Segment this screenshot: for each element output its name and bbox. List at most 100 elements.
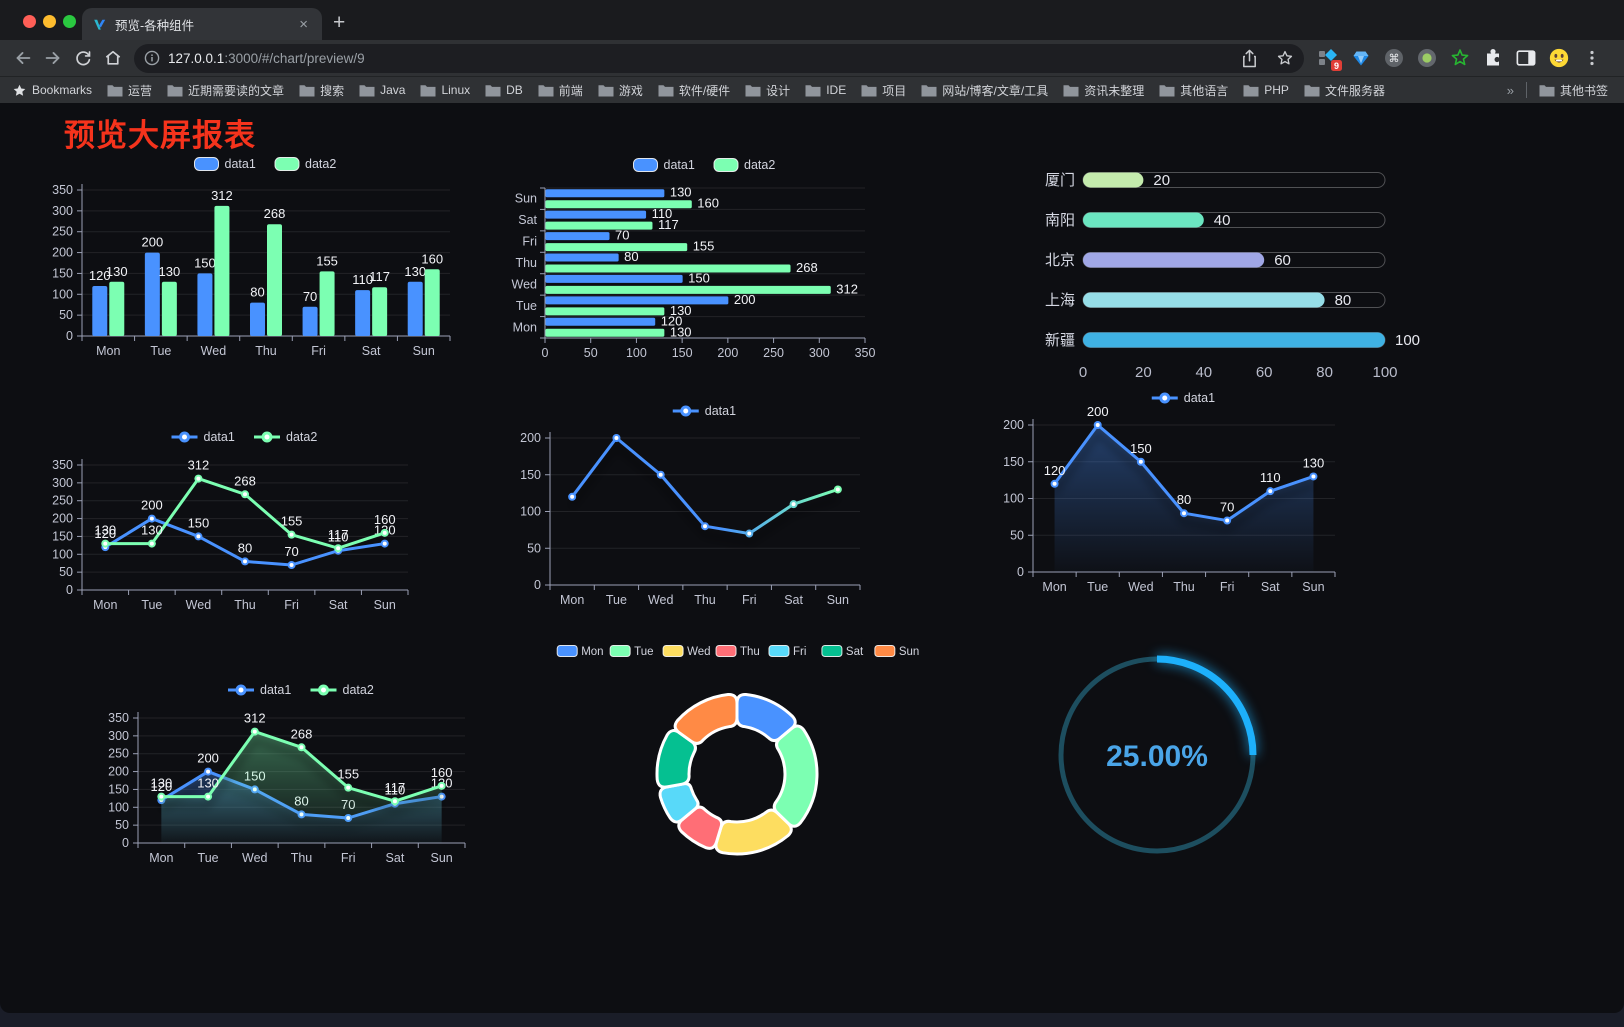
- site-info-icon[interactable]: [144, 50, 160, 66]
- svg-text:350: 350: [52, 183, 73, 197]
- url-text[interactable]: 127.0.0.1:3000/#/chart/preview/9: [168, 50, 365, 66]
- svg-text:南阳: 南阳: [1045, 212, 1075, 229]
- chart-area-single[interactable]: 0 50 100 150 200 Mon Tue Wed Thu Fri Sat Sun 120 200 1…: [985, 390, 1355, 597]
- folder-icon: [299, 84, 315, 96]
- share-icon[interactable]: [1241, 49, 1258, 68]
- star-icon: [13, 84, 26, 96]
- bookmark-folder[interactable]: 软件/硬件: [658, 82, 730, 99]
- chart-area-two-series[interactable]: 0 50 100 150 200 250 300 350 Mon Tue Wed Thu Fri Sat S…: [95, 678, 480, 890]
- svg-text:Sun: Sun: [899, 646, 919, 658]
- profile-avatar[interactable]: [1549, 48, 1569, 68]
- bookmark-folder[interactable]: 网站/博客/文章/工具: [921, 82, 1048, 99]
- bookmark-folder[interactable]: 其他语言: [1159, 82, 1228, 99]
- chart-donut[interactable]: Mon Tue Wed Thu Fri Sat Sun: [545, 635, 935, 870]
- svg-text:Mon: Mon: [560, 593, 584, 607]
- maximize-window-button[interactable]: [63, 14, 76, 28]
- extension-gem-icon[interactable]: [1351, 48, 1371, 68]
- svg-text:117: 117: [385, 780, 406, 795]
- extensions-area: 9 ⌘: [1318, 48, 1602, 71]
- reload-button[interactable]: [68, 44, 98, 72]
- svg-text:70: 70: [284, 544, 298, 559]
- bookmark-folder[interactable]: Java: [359, 83, 405, 97]
- close-window-button[interactable]: [23, 14, 36, 28]
- bookmark-folder[interactable]: PHP: [1243, 83, 1289, 97]
- svg-text:150: 150: [52, 529, 73, 543]
- other-bookmarks-folder[interactable]: 其他书签: [1539, 82, 1608, 99]
- bookmark-folder[interactable]: 项目: [861, 82, 906, 99]
- svg-text:data2: data2: [305, 157, 336, 171]
- svg-text:312: 312: [244, 711, 266, 726]
- sidebar-panel-icon[interactable]: [1516, 48, 1536, 68]
- svg-text:350: 350: [108, 711, 129, 725]
- address-bar[interactable]: 127.0.0.1:3000/#/chart/preview/9: [134, 43, 1304, 73]
- home-button[interactable]: [98, 44, 128, 72]
- bookmark-folder[interactable]: 前端: [538, 82, 583, 99]
- bookmark-folder[interactable]: 设计: [745, 82, 790, 99]
- svg-text:268: 268: [796, 260, 818, 275]
- chart-line-gradient[interactable]: 0 50 100 150 200 Mon Tue Wed Thu Fri Sat Sun data1: [505, 400, 885, 612]
- bookmark-folder[interactable]: 游戏: [598, 82, 643, 99]
- svg-text:250: 250: [52, 225, 73, 239]
- browser-tab[interactable]: 预览-各种组件 ×: [82, 8, 322, 40]
- bookmark-folder-list: 运营 近期需要读的文章 搜索 Java Linux DB 前端: [107, 82, 1505, 99]
- svg-text:Fri: Fri: [341, 851, 356, 865]
- folder-icon: [658, 84, 674, 96]
- svg-text:200: 200: [1003, 418, 1024, 432]
- svg-text:60: 60: [1274, 252, 1291, 269]
- bookmark-folder[interactable]: IDE: [805, 83, 846, 97]
- svg-text:80: 80: [1335, 292, 1352, 309]
- browser-menu-icon[interactable]: [1582, 48, 1602, 68]
- extensions-puzzle-icon[interactable]: [1483, 48, 1503, 68]
- bookmark-star-icon[interactable]: [1276, 49, 1294, 67]
- svg-text:250: 250: [108, 747, 129, 761]
- extension-command-icon[interactable]: ⌘: [1384, 48, 1404, 68]
- bookmarks-overflow-chevron[interactable]: »: [1506, 82, 1514, 98]
- chart-capsule-progress[interactable]: 厦门 20 南阳 40 北京 60 上海 80 新疆 100 0 20 40 60 80 100: [995, 150, 1425, 385]
- folder-icon: [1063, 84, 1079, 96]
- svg-text:Thu: Thu: [740, 646, 760, 658]
- chart-line-two-series[interactable]: 0 50 100 150 200 250 300 350 Mon Tue Wed Thu Fri Sat S…: [40, 425, 425, 640]
- folder-icon: [1159, 84, 1175, 96]
- folder-icon: [1304, 84, 1320, 96]
- svg-text:120: 120: [94, 526, 116, 541]
- svg-text:Sun: Sun: [413, 344, 435, 358]
- folder-icon: [805, 84, 821, 96]
- svg-text:200: 200: [108, 765, 129, 779]
- svg-text:200: 200: [197, 751, 219, 766]
- svg-text:120: 120: [661, 313, 683, 328]
- svg-text:25.00%: 25.00%: [1106, 740, 1208, 773]
- bookmark-folder[interactable]: DB: [485, 83, 523, 97]
- tab-close-icon[interactable]: ×: [299, 15, 308, 33]
- browser-toolbar: 127.0.0.1:3000/#/chart/preview/9 9 ⌘: [0, 40, 1624, 76]
- chart-horizontal-bar[interactable]: 0 50 100 150 200 250 300 350 Sun Sat Fri Thu Wed Tue M…: [500, 150, 895, 378]
- svg-text:Thu: Thu: [255, 344, 277, 358]
- forward-button[interactable]: [38, 44, 68, 72]
- bookmarks-manager-item[interactable]: Bookmarks: [12, 83, 92, 98]
- bookmark-folder[interactable]: 资讯未整理: [1063, 82, 1144, 99]
- svg-text:268: 268: [264, 206, 286, 221]
- svg-text:150: 150: [672, 346, 693, 360]
- svg-text:Sat: Sat: [386, 851, 405, 865]
- minimize-window-button[interactable]: [43, 14, 56, 28]
- svg-text:150: 150: [188, 515, 210, 530]
- back-button[interactable]: [8, 44, 38, 72]
- svg-text:130: 130: [670, 303, 692, 318]
- bookmark-folder[interactable]: 近期需要读的文章: [167, 82, 284, 99]
- svg-text:Mon: Mon: [93, 598, 117, 612]
- new-tab-button[interactable]: +: [333, 11, 346, 34]
- extension-adblock-icon[interactable]: [1417, 48, 1437, 68]
- extension-star-icon[interactable]: [1450, 48, 1470, 68]
- svg-text:130: 130: [670, 185, 692, 200]
- extension-monkey-icon[interactable]: 9: [1318, 48, 1342, 71]
- bookmark-folder[interactable]: 运营: [107, 82, 152, 99]
- chart-vertical-bar[interactable]: 0 50 100 150 200 250 300 350 Mon Tue Wed Thu Fri Sat S…: [30, 146, 465, 378]
- bookmark-folder[interactable]: 文件服务器: [1304, 82, 1385, 99]
- tab-title: 预览-各种组件: [115, 18, 195, 33]
- svg-text:Tue: Tue: [150, 344, 171, 358]
- bookmark-folder[interactable]: 搜索: [299, 82, 344, 99]
- svg-text:Fri: Fri: [284, 598, 299, 612]
- bookmark-folder[interactable]: Linux: [420, 83, 470, 97]
- folder-icon: [598, 84, 614, 96]
- chart-gauge[interactable]: 25.00%: [1040, 640, 1275, 875]
- folder-icon: [538, 84, 554, 96]
